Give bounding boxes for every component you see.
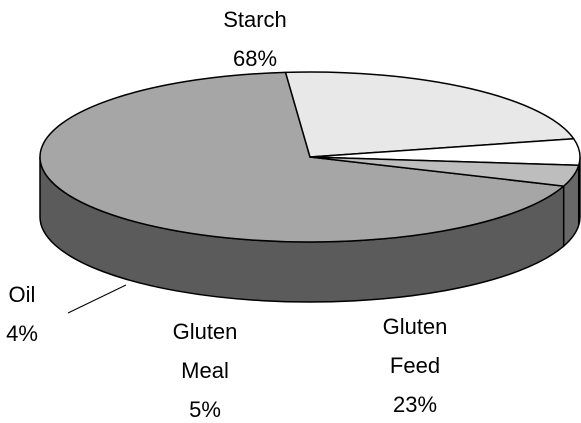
- category-name: Gluten Meal: [172, 319, 238, 383]
- slice-label: Starch 68%: [200, 0, 310, 78]
- value-label: 68%: [232, 46, 278, 71]
- slice-label: Gluten Meal 5%: [150, 312, 260, 423]
- slice-top: [284, 71, 575, 158]
- value-label: 4%: [6, 321, 38, 346]
- slice-label: Gluten Feed 23%: [360, 307, 470, 423]
- slice-label: Oil 4%: [0, 275, 62, 353]
- value-label: 23%: [392, 392, 438, 417]
- category-name: Gluten Feed: [382, 314, 448, 378]
- slice-top: [39, 71, 565, 243]
- slice-top: [309, 156, 580, 187]
- category-name: Starch: [223, 7, 287, 32]
- leader-line: [67, 284, 127, 314]
- category-name: Oil: [8, 282, 36, 307]
- value-label: 5%: [189, 397, 221, 422]
